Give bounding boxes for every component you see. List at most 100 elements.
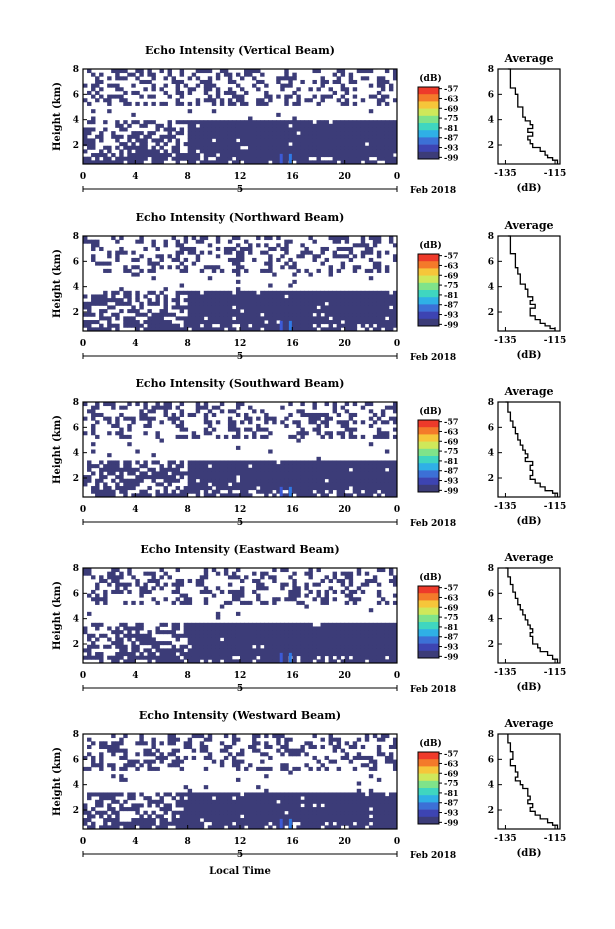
echo-cell — [296, 298, 301, 303]
echo-cell — [264, 153, 269, 158]
echo-cell — [324, 622, 329, 627]
echo-cell — [256, 644, 261, 649]
echo-cell — [324, 290, 329, 295]
echo-cell — [368, 482, 374, 487]
echo-cell — [392, 138, 398, 143]
echo-cell — [348, 799, 354, 804]
echo-cell — [107, 825, 112, 830]
echo-cell — [352, 412, 358, 418]
echo-cell — [91, 301, 96, 306]
echo-cell — [272, 156, 277, 161]
echo-cell — [111, 571, 116, 576]
echo-cell — [95, 156, 100, 161]
echo-cell — [348, 807, 354, 812]
echo-cell — [131, 818, 136, 823]
echo-cell — [344, 316, 350, 321]
echo-cell — [175, 423, 181, 428]
echo-cell — [111, 464, 116, 469]
colorbar-frame — [417, 253, 440, 327]
echo-cell — [139, 94, 144, 99]
echo-cell — [312, 94, 317, 99]
echo-cell — [372, 659, 378, 664]
echo-cell — [392, 460, 398, 465]
echo-cell — [135, 766, 140, 771]
echo-cell — [155, 626, 160, 631]
echo-cell — [83, 305, 88, 310]
echo-cell — [296, 489, 301, 494]
echo-cell — [264, 312, 269, 317]
y-tick-label: 4 — [73, 615, 79, 625]
echo-cell — [280, 464, 285, 469]
echo-cell — [352, 402, 358, 407]
echo-cell — [248, 460, 253, 465]
echo-cell — [344, 320, 350, 325]
echo-cell — [336, 475, 342, 480]
echo-cell — [304, 250, 309, 255]
x-tick-label: 8 — [185, 172, 191, 182]
echo-cell — [244, 320, 249, 325]
echo-cell — [332, 153, 338, 158]
echo-cell — [320, 482, 325, 487]
echo-cell — [272, 123, 277, 128]
echo-cell — [384, 153, 390, 158]
echo-cell — [199, 807, 205, 812]
echo-cell — [131, 316, 136, 321]
echo-cell — [324, 486, 329, 491]
echo-cell — [316, 482, 321, 487]
echo-cell — [95, 478, 100, 483]
echo-cell — [268, 246, 273, 252]
echo-cell — [332, 156, 338, 161]
echo-cell — [388, 127, 394, 132]
echo-cell — [316, 792, 321, 797]
echo-cell — [240, 254, 245, 259]
echo-cell — [280, 799, 285, 804]
echo-cell — [364, 131, 370, 136]
echo-cell — [348, 79, 354, 85]
echo-cell — [91, 442, 96, 447]
colorbar-tick-label: -93 — [444, 476, 459, 486]
echo-cell — [368, 250, 374, 255]
echo-cell — [147, 759, 152, 764]
echo-cell — [195, 323, 201, 328]
echo-cell — [332, 236, 338, 241]
echo-cell — [260, 810, 265, 815]
echo-cell — [312, 807, 317, 812]
echo-cell — [240, 593, 245, 598]
echo-cell — [264, 120, 269, 125]
echo-cell — [376, 659, 382, 664]
echo-cell — [256, 305, 261, 310]
echo-cell — [308, 134, 313, 139]
echo-cell — [292, 142, 297, 147]
echo-cell — [171, 305, 176, 310]
echo-cell — [211, 475, 217, 480]
echo-cell — [300, 127, 305, 132]
echo-cell — [256, 467, 261, 472]
echo-cell — [207, 160, 213, 165]
echo-cell — [284, 145, 289, 150]
echo-cell — [111, 659, 116, 664]
echo-cell — [324, 807, 329, 812]
echo-cell — [163, 807, 168, 812]
echo-cell — [280, 87, 285, 92]
echo-cell — [123, 101, 128, 106]
echo-cell — [115, 748, 120, 753]
echo-cell — [219, 294, 225, 299]
echo-cell — [227, 655, 233, 660]
echo-cell — [119, 246, 124, 252]
echo-cell — [163, 493, 168, 498]
echo-cell — [87, 475, 92, 480]
average-y-tick-label: 4 — [488, 116, 494, 126]
echo-cell — [292, 630, 297, 635]
echo-cell — [219, 741, 225, 746]
echo-cell — [372, 641, 378, 646]
echo-cell — [356, 471, 362, 476]
echo-cell — [348, 431, 354, 436]
echo-cell — [248, 644, 253, 649]
echo-cell — [107, 323, 112, 328]
echo-cell — [223, 320, 229, 325]
echo-cell — [344, 626, 350, 631]
echo-cell — [91, 575, 96, 580]
echo-cell — [199, 316, 205, 321]
echo-cell — [296, 464, 301, 469]
echo-cell — [324, 630, 329, 635]
